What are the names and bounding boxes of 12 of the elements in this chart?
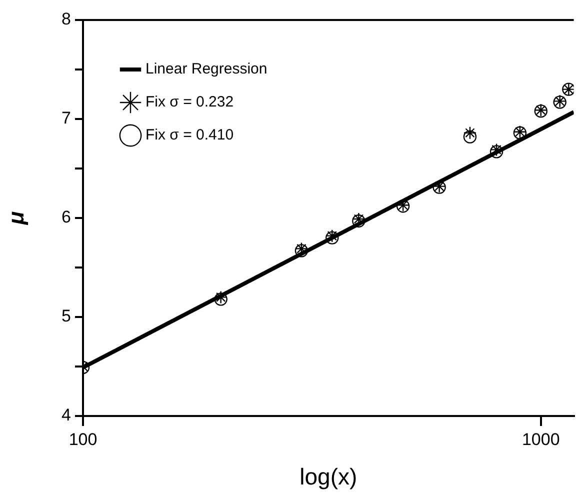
legend-label: Fix σ = 0.232 xyxy=(146,94,234,111)
x-tick-label: 1000 xyxy=(522,430,560,449)
legend-label: Fix σ = 0.410 xyxy=(146,126,234,144)
y-tick-label: 6 xyxy=(62,208,71,227)
y-tick-label: 8 xyxy=(62,10,71,29)
y-tick-label: 5 xyxy=(62,306,71,326)
y-tick-label: 7 xyxy=(62,108,71,128)
legend-label: Linear Regression xyxy=(146,60,268,78)
y-axis-title: μ xyxy=(3,211,28,226)
x-axis-title: log(x) xyxy=(300,464,358,490)
x-tick-label: 100 xyxy=(68,430,98,449)
y-tick-label: 4 xyxy=(62,406,71,425)
